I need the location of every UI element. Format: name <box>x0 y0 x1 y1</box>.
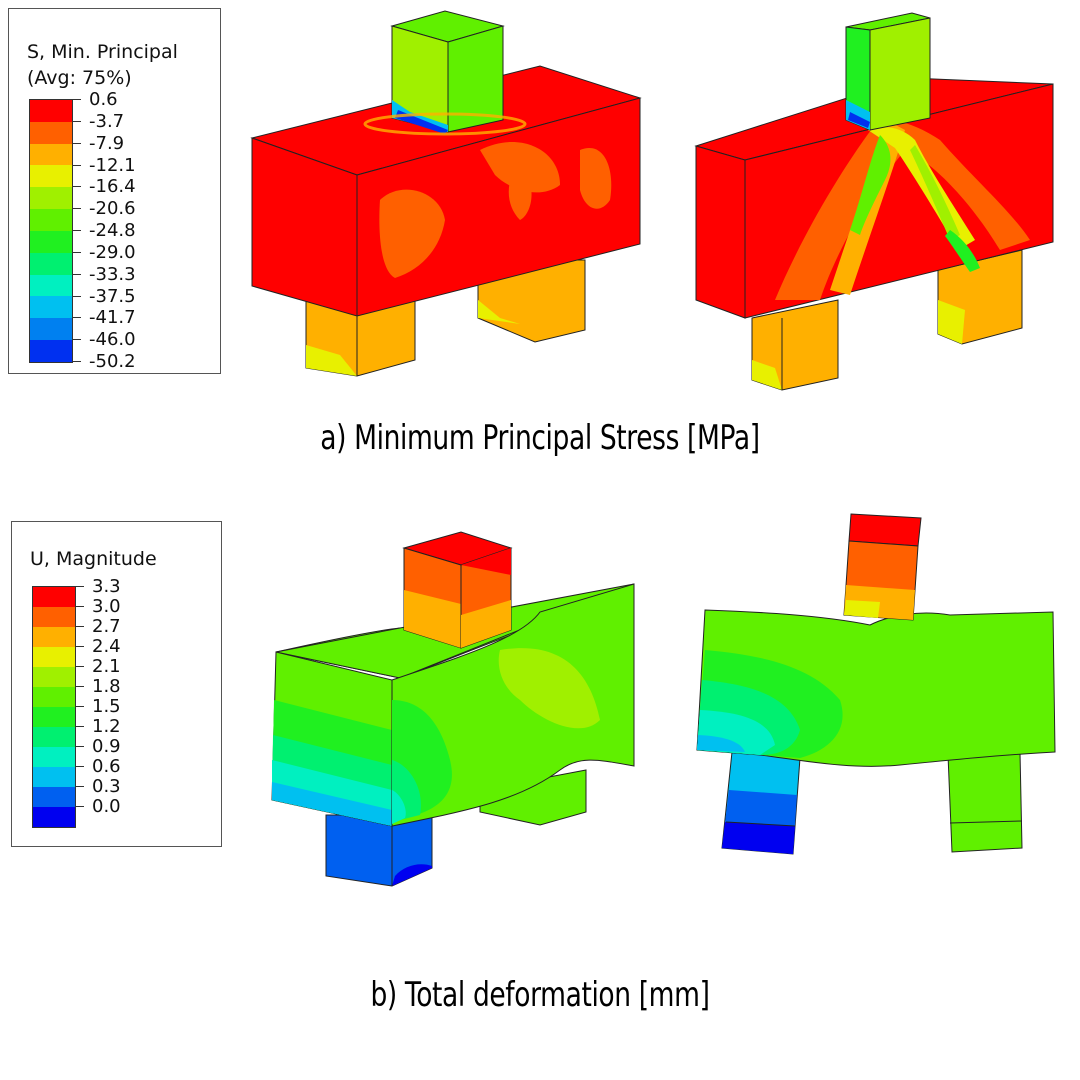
displacement-legend-tick: 2.1 <box>76 656 121 677</box>
disp-left-support-left <box>325 814 433 887</box>
displacement-legend-tick: 2.7 <box>76 616 121 637</box>
caption-deformation: b) Total deformation [mm] <box>370 975 710 1015</box>
displacement-legend-color-band <box>33 727 75 747</box>
displacement-legend-tick-label: 0.0 <box>92 796 121 817</box>
caption-stress: a) Minimum Principal Stress [MPa] <box>320 418 760 458</box>
displacement-legend-tick-label: 1.5 <box>92 696 121 717</box>
stress-legend: S, Min. Principal (Avg: 75%) 0.6 -3.7 -7.9… <box>8 8 221 374</box>
stress-legend-color-band <box>30 209 72 231</box>
disp-left-front-face <box>271 651 393 827</box>
stress-legend-color-band <box>30 296 72 319</box>
stress-legend-tick: -41.7 <box>73 307 136 328</box>
displacement-legend-tick: 3.3 <box>76 576 121 597</box>
displacement-legend-title: U, Magnitude <box>30 548 157 570</box>
stress-legend-tick: -29.0 <box>73 242 136 263</box>
stress-legend-color-band <box>30 318 72 341</box>
displacement-legend-tick-label: 1.2 <box>92 716 121 737</box>
stress-legend-color-band <box>30 252 72 275</box>
stress-legend-tick-label: -12.1 <box>89 154 136 176</box>
displacement-legend-color-band <box>33 707 75 727</box>
stress-legend-title: S, Min. Principal <box>27 41 178 63</box>
stress-legend-color-band <box>30 100 72 122</box>
disp-left-load-column <box>402 531 513 649</box>
stress-legend-tick-label: -37.5 <box>89 285 136 307</box>
stress-legend-tick-label: -46.0 <box>89 329 136 351</box>
stress-legend-tick-label: -20.6 <box>89 198 136 220</box>
displacement-legend-color-band <box>33 667 75 687</box>
stress-legend-tick-label: -7.9 <box>89 132 125 154</box>
stress-legend-tick-label: 0.6 <box>89 89 118 110</box>
displacement-legend-tick: 1.2 <box>76 716 121 737</box>
stress-right-support-left <box>751 299 839 391</box>
stress-legend-tick-label: -29.0 <box>89 241 136 263</box>
displacement-legend-color-band <box>33 607 75 627</box>
displacement-legend-color-band <box>33 747 75 767</box>
disp-right-load-column <box>843 513 922 621</box>
displacement-legend-tick: 0.6 <box>76 756 121 777</box>
displacement-legend-color-band <box>33 647 75 667</box>
displacement-legend-tick-label: 2.7 <box>92 616 121 637</box>
displacement-legend-tick-label: 1.8 <box>92 676 121 697</box>
stress-legend-tick-label: -50.2 <box>89 351 136 372</box>
stress-legend-tick-label: -24.8 <box>89 220 136 241</box>
stress-legend-color-band <box>30 143 72 166</box>
stress-color-bar <box>29 99 73 363</box>
displacement-legend-tick: 1.8 <box>76 676 121 697</box>
stress-legend-tick-label: -33.3 <box>89 263 136 285</box>
displacement-legend-tick-label: 0.3 <box>92 776 121 797</box>
displacement-legend-tick: 0.3 <box>76 776 121 797</box>
stress-legend-color-band <box>30 230 72 253</box>
stress-legend-subtitle: (Avg: 75%) <box>27 67 132 89</box>
stress-legend-tick: -24.8 <box>73 220 136 241</box>
disp-left-support-right <box>479 769 587 826</box>
stress-legend-tick-label: -3.7 <box>89 110 125 132</box>
displacement-legend-color-band <box>33 767 75 787</box>
displacement-legend-color-band <box>33 807 75 827</box>
stress-left-load-column <box>363 10 527 136</box>
displacement-legend-tick: 0.9 <box>76 736 121 757</box>
stress-legend-tick: -37.5 <box>73 286 136 307</box>
disp-right-support-right <box>947 751 1023 853</box>
stress-legend-tick-label: -16.4 <box>89 176 136 198</box>
stress-legend-tick: 0.6 <box>73 89 118 110</box>
stress-legend-tick: -3.7 <box>73 111 124 132</box>
stress-legend-tick: -33.3 <box>73 264 136 285</box>
displacement-legend-tick-label: 0.9 <box>92 736 121 757</box>
displacement-legend-tick-label: 2.1 <box>92 656 121 677</box>
stress-legend-tick: -7.9 <box>73 133 124 154</box>
stress-legend-tick: -16.4 <box>73 176 136 197</box>
displacement-legend-tick-label: 0.6 <box>92 756 121 777</box>
displacement-legend-tick-label: 3.3 <box>92 576 121 597</box>
stress-legend-tick: -20.6 <box>73 198 136 219</box>
displacement-legend-tick-label: 3.0 <box>92 596 121 617</box>
displacement-legend-tick: 0.0 <box>76 796 121 817</box>
displacement-legend-color-band <box>33 627 75 647</box>
displacement-legend-color-band <box>33 787 75 807</box>
stress-legend-color-band <box>30 121 72 144</box>
displacement-legend-color-band <box>33 687 75 707</box>
stress-legend-tick: -12.1 <box>73 155 136 176</box>
stress-legend-color-band <box>30 340 72 362</box>
stress-right-load-column <box>845 12 931 131</box>
stress-legend-color-band <box>30 274 72 297</box>
displacement-legend-color-band <box>33 587 75 607</box>
stress-legend-tick: -46.0 <box>73 329 136 350</box>
stress-legend-tick: -50.2 <box>73 351 136 372</box>
stress-right-support-right <box>937 249 1023 345</box>
stress-legend-tick-label: -41.7 <box>89 307 136 329</box>
stress-legend-color-band <box>30 187 72 210</box>
disp-right-support-left <box>721 751 801 855</box>
displacement-legend-tick: 3.0 <box>76 596 121 617</box>
displacement-legend: U, Magnitude 3.3 3.0 2.7 2.4 2.1 1.8 1.5 1.2 0.9… <box>11 521 222 847</box>
displacement-legend-tick: 2.4 <box>76 636 121 657</box>
displacement-color-bar <box>32 586 76 828</box>
displacement-legend-tick-label: 2.4 <box>92 636 121 657</box>
displacement-legend-tick: 1.5 <box>76 696 121 717</box>
stress-legend-color-band <box>30 165 72 188</box>
